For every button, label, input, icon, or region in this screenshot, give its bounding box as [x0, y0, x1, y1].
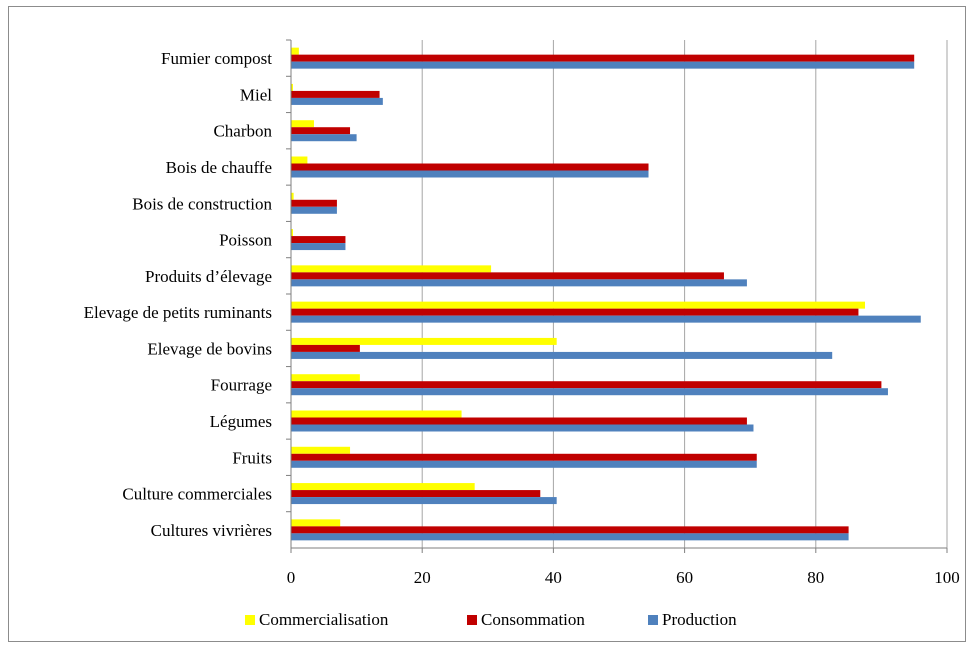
- bar-consommation-charbon: [291, 127, 351, 135]
- category-label: Culture commerciales: [122, 485, 272, 504]
- bar-production-miel: [291, 97, 383, 105]
- legend-swatch: [245, 615, 255, 625]
- bar-consommation-miel: [291, 90, 380, 98]
- bar-production-poisson: [291, 243, 346, 251]
- bar-production-bois-de-chauffe: [291, 170, 649, 178]
- bar-commercialisation-bois-de-chauffe: [291, 156, 308, 164]
- bar-consommation-fourrage: [291, 381, 882, 389]
- bar-commercialisation-elevage-de-bovins: [291, 337, 557, 345]
- x-tick-label: 0: [287, 568, 296, 587]
- bar-commercialisation-fruits: [291, 446, 351, 454]
- bar-production-fourrage: [291, 388, 888, 396]
- x-tick-label: 100: [934, 568, 960, 587]
- legend-item-commercialisation: Commercialisation: [245, 610, 388, 630]
- category-label: Fruits: [232, 448, 272, 467]
- bar-production-legumes: [291, 424, 754, 432]
- category-label: Elevage de bovins: [147, 339, 272, 358]
- category-label: Produits d’élevage: [145, 267, 272, 286]
- bar-production-fruits: [291, 460, 757, 468]
- bar-commercialisation-fumier-compost: [291, 47, 299, 55]
- category-label: Elevage de petits ruminants: [84, 303, 272, 322]
- bar-commercialisation-legumes: [291, 410, 462, 418]
- bar-production-bois-de-construction: [291, 206, 337, 214]
- legend-swatch: [648, 615, 658, 625]
- legend-label: Commercialisation: [259, 610, 389, 629]
- category-label: Bois de construction: [132, 194, 272, 213]
- bar-consommation-elevage-de-petits-ruminants: [291, 308, 859, 316]
- x-tick-label: 20: [414, 568, 431, 587]
- bar-production-cultures-vivrieres: [291, 533, 849, 541]
- category-label: Charbon: [213, 122, 272, 141]
- bar-commercialisation-elevage-de-petits-ruminants: [291, 301, 865, 309]
- bar-consommation-poisson: [291, 236, 346, 244]
- bar-consommation-produits-d-elevage: [291, 272, 724, 280]
- bar-commercialisation-produits-d-elevage: [291, 265, 492, 273]
- category-label: Légumes: [210, 412, 272, 431]
- bar-production-fumier-compost: [291, 61, 915, 69]
- bar-commercialisation-charbon: [291, 120, 314, 128]
- x-tick-label: 80: [807, 568, 824, 587]
- bar-commercialisation-miel: [291, 83, 293, 91]
- bar-consommation-cultures-vivrieres: [291, 526, 849, 534]
- legend-item-production: Production: [648, 610, 737, 630]
- bar-consommation-elevage-de-bovins: [291, 344, 360, 352]
- x-tick-label: 40: [545, 568, 562, 587]
- bar-production-charbon: [291, 134, 357, 142]
- category-label: Poisson: [219, 231, 272, 250]
- bar-production-elevage-de-bovins: [291, 351, 833, 359]
- bar-consommation-legumes: [291, 417, 747, 425]
- legend-label: Consommation: [481, 610, 585, 629]
- bar-consommation-culture-commerciales: [291, 490, 541, 498]
- category-label: Miel: [240, 85, 272, 104]
- bar-commercialisation-fourrage: [291, 374, 360, 382]
- bar-production-culture-commerciales: [291, 497, 557, 505]
- bar-consommation-bois-de-chauffe: [291, 163, 649, 171]
- bar-consommation-fruits: [291, 453, 757, 461]
- category-label: Bois de chauffe: [166, 158, 272, 177]
- bar-commercialisation-culture-commerciales: [291, 483, 475, 491]
- legend-swatch: [467, 615, 477, 625]
- bar-consommation-bois-de-construction: [291, 199, 337, 207]
- legend-item-consommation: Consommation: [467, 610, 585, 630]
- bar-production-produits-d-elevage: [291, 279, 747, 287]
- legend-label: Production: [662, 610, 737, 629]
- category-label: Cultures vivrières: [151, 521, 272, 540]
- category-label: Fumier compost: [161, 49, 272, 68]
- bar-commercialisation-cultures-vivrieres: [291, 519, 341, 527]
- bar-commercialisation-poisson: [291, 229, 293, 237]
- category-label: Fourrage: [211, 376, 272, 395]
- bar-commercialisation-bois-de-construction: [291, 192, 294, 200]
- bar-consommation-fumier-compost: [291, 54, 915, 62]
- bar-production-elevage-de-petits-ruminants: [291, 315, 921, 323]
- x-tick-label: 60: [676, 568, 693, 587]
- legend: Commercialisation Consommation Production: [0, 610, 973, 638]
